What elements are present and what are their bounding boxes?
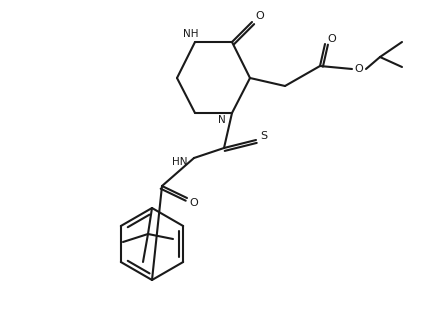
Text: S: S xyxy=(261,131,268,141)
Text: O: O xyxy=(255,11,264,21)
Text: O: O xyxy=(190,198,198,208)
Text: O: O xyxy=(354,64,363,74)
Text: HN: HN xyxy=(172,157,188,167)
Text: NH: NH xyxy=(183,29,199,39)
Text: N: N xyxy=(218,115,226,125)
Text: O: O xyxy=(328,34,336,44)
